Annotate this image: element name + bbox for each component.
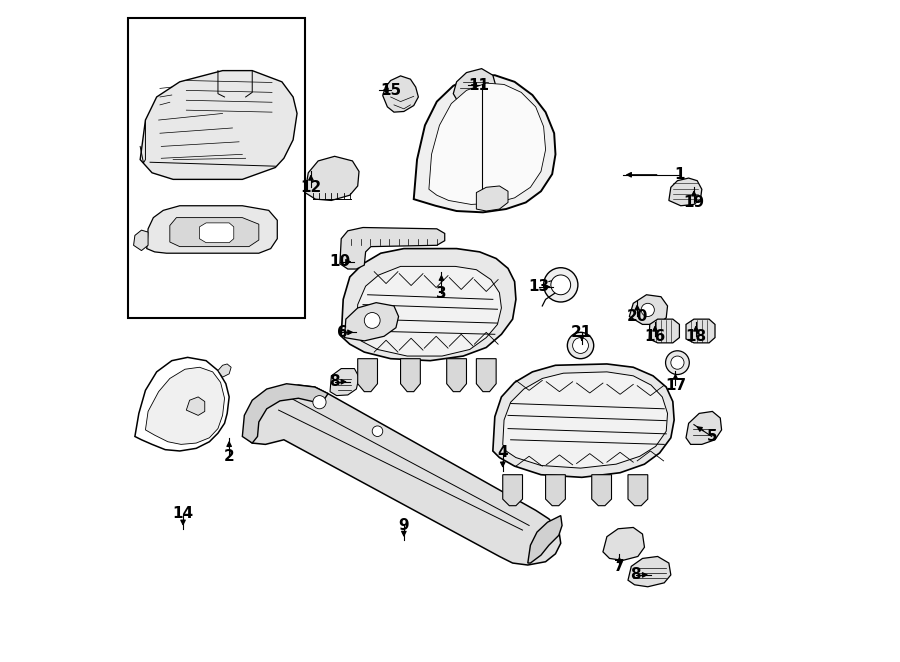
- Polygon shape: [446, 359, 466, 392]
- Text: 14: 14: [173, 506, 194, 521]
- Text: 3: 3: [436, 286, 446, 301]
- Polygon shape: [147, 206, 277, 253]
- Polygon shape: [340, 228, 445, 269]
- Text: 7: 7: [614, 559, 625, 574]
- Text: 12: 12: [301, 180, 321, 195]
- Text: 6: 6: [337, 325, 347, 340]
- Polygon shape: [503, 372, 668, 468]
- Text: 13: 13: [528, 279, 550, 295]
- Text: 11: 11: [469, 77, 490, 93]
- Polygon shape: [135, 357, 230, 451]
- Polygon shape: [146, 367, 224, 444]
- Polygon shape: [476, 359, 496, 392]
- Circle shape: [572, 338, 589, 354]
- Text: 20: 20: [626, 309, 648, 324]
- Text: 21: 21: [572, 325, 592, 340]
- Polygon shape: [414, 75, 555, 213]
- Polygon shape: [669, 178, 702, 206]
- Polygon shape: [454, 69, 496, 105]
- Polygon shape: [493, 364, 674, 477]
- Circle shape: [364, 312, 380, 328]
- Polygon shape: [629, 295, 668, 324]
- Polygon shape: [400, 359, 420, 392]
- Polygon shape: [330, 369, 359, 396]
- Polygon shape: [242, 384, 328, 443]
- Polygon shape: [244, 385, 561, 565]
- Polygon shape: [649, 319, 680, 343]
- Polygon shape: [591, 475, 611, 506]
- Polygon shape: [503, 475, 523, 506]
- Polygon shape: [603, 528, 644, 561]
- Polygon shape: [133, 230, 148, 251]
- Polygon shape: [429, 83, 545, 205]
- Text: 8: 8: [631, 567, 641, 583]
- Polygon shape: [628, 557, 670, 587]
- Polygon shape: [305, 156, 359, 201]
- Text: 8: 8: [329, 374, 340, 389]
- Polygon shape: [170, 218, 259, 247]
- Text: 16: 16: [644, 329, 666, 344]
- Polygon shape: [357, 359, 377, 392]
- Circle shape: [373, 426, 382, 436]
- Polygon shape: [341, 249, 516, 361]
- Text: 1: 1: [674, 167, 685, 182]
- Polygon shape: [686, 411, 722, 444]
- Text: 5: 5: [706, 429, 717, 444]
- Circle shape: [666, 351, 689, 375]
- Polygon shape: [476, 186, 508, 211]
- Text: 9: 9: [399, 518, 410, 533]
- Polygon shape: [345, 303, 399, 341]
- Polygon shape: [545, 475, 565, 506]
- Text: 19: 19: [683, 195, 705, 210]
- Text: 15: 15: [380, 83, 401, 98]
- Polygon shape: [356, 266, 501, 356]
- Text: 17: 17: [665, 377, 686, 393]
- Polygon shape: [140, 71, 297, 179]
- Polygon shape: [218, 364, 231, 377]
- Circle shape: [567, 332, 594, 359]
- Text: 18: 18: [685, 329, 706, 344]
- Polygon shape: [382, 76, 418, 112]
- Polygon shape: [628, 475, 648, 506]
- Circle shape: [544, 267, 578, 302]
- Circle shape: [313, 396, 326, 409]
- Text: 10: 10: [329, 254, 350, 269]
- Polygon shape: [200, 223, 234, 243]
- Circle shape: [641, 303, 654, 316]
- Text: 4: 4: [498, 446, 508, 461]
- Circle shape: [551, 275, 571, 295]
- Polygon shape: [527, 516, 562, 563]
- Circle shape: [670, 356, 684, 369]
- Bar: [129, 18, 305, 318]
- Text: 2: 2: [224, 449, 235, 464]
- Polygon shape: [686, 319, 715, 343]
- Polygon shape: [186, 397, 205, 415]
